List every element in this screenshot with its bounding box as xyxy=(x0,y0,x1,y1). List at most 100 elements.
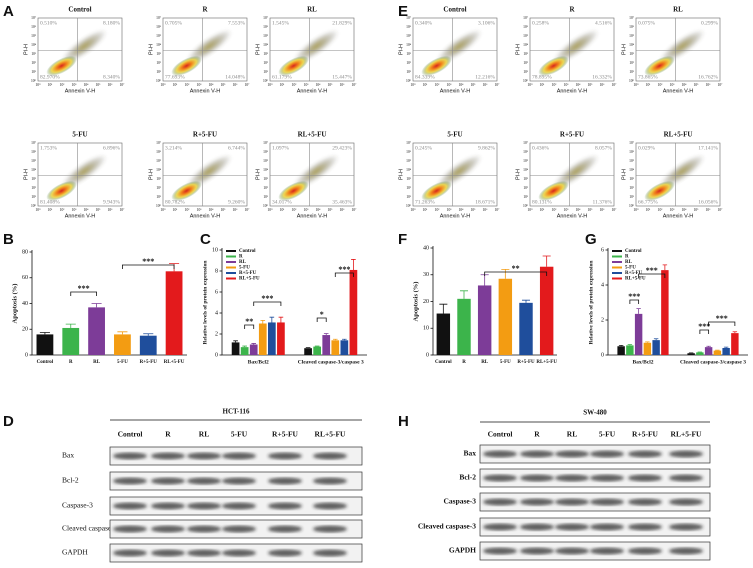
legend-label: Control xyxy=(239,249,256,254)
row-label: Bax xyxy=(463,449,476,458)
bar xyxy=(62,327,80,355)
y-tick-label: 2 xyxy=(215,331,218,337)
band xyxy=(590,474,624,482)
y-tick-label: 0 xyxy=(426,352,429,358)
x-tick-label: 10¹ xyxy=(173,208,178,212)
quadrant-percent: 6.896% xyxy=(103,145,120,151)
quadrant-percent: 18.671% xyxy=(475,199,495,205)
x-tick-label: 10² xyxy=(60,208,65,212)
x-tick-label: Control xyxy=(435,360,452,365)
y-tick-label: 10⁵ xyxy=(263,34,269,38)
band xyxy=(113,477,147,485)
x-tick-label: 10³ xyxy=(670,208,676,212)
x-tick-label: 10⁴ xyxy=(84,208,90,212)
y-tick-label: 10³ xyxy=(31,177,37,181)
quadrant-percent: 9.260% xyxy=(228,199,245,205)
legend-label: RL xyxy=(239,260,247,265)
significance-label: *** xyxy=(338,265,350,274)
error-bar xyxy=(323,333,329,336)
plot-title: R xyxy=(569,6,575,14)
lane-label: 5-FU xyxy=(599,430,616,439)
x-tick-label: 10⁰ xyxy=(633,208,639,212)
legend-label: R xyxy=(625,255,629,260)
error-bar xyxy=(501,269,510,279)
panel-label: C xyxy=(200,231,211,248)
bar xyxy=(652,340,660,355)
y-tick-label: 10⁵ xyxy=(629,159,635,163)
row-label: GAPDH xyxy=(449,546,476,555)
y-tick-label: 10⁵ xyxy=(629,34,635,38)
y-tick-label: 80 xyxy=(22,249,28,255)
bar xyxy=(539,266,554,355)
y-tick-label: 10⁶ xyxy=(629,150,635,154)
bar xyxy=(519,302,533,355)
x-tick-label: 5-FU xyxy=(117,360,128,365)
x-tick-label: R+5-FU xyxy=(140,360,158,365)
y-tick-label: 10⁶ xyxy=(406,25,412,29)
plot-title: RL xyxy=(307,6,317,14)
x-tick-label: 10¹ xyxy=(540,83,545,87)
y-axis-label: PI-H xyxy=(515,44,521,55)
y-tick-label: 10⁰ xyxy=(31,204,37,208)
plot-title: Control xyxy=(68,6,91,14)
x-tick-label: RL+5-FU xyxy=(164,360,185,365)
x-tick-label: 10⁰ xyxy=(267,208,273,212)
y-tick-label: 10⁴ xyxy=(629,168,635,172)
significance-bracket xyxy=(334,272,354,277)
quadrant-percent: 0.705% xyxy=(165,20,182,26)
x-tick-label: 10⁷ xyxy=(495,208,501,212)
y-tick-label: 30 xyxy=(423,272,429,278)
quadrant-percent: 4.516% xyxy=(595,20,612,26)
x-tick-label: 10⁰ xyxy=(35,208,41,212)
x-tick-label: 10⁷ xyxy=(245,83,251,87)
x-tick-label: 10⁵ xyxy=(221,208,227,212)
bar xyxy=(687,353,695,355)
x-tick-label: 10³ xyxy=(564,208,570,212)
x-tick-label: 10³ xyxy=(197,208,203,212)
bar xyxy=(704,347,713,355)
x-tick-label: 10³ xyxy=(447,83,453,87)
y-tick-label: 10¹ xyxy=(629,195,634,199)
x-tick-label: 10⁶ xyxy=(483,208,489,212)
y-tick-label: 4 xyxy=(601,282,604,288)
band xyxy=(628,498,662,506)
bar xyxy=(313,346,322,355)
bar xyxy=(267,322,276,355)
y-tick-label: 10⁴ xyxy=(523,168,529,172)
y-tick-label: 10⁴ xyxy=(156,43,162,47)
y-tick-label: 10⁶ xyxy=(406,150,412,154)
bar xyxy=(88,307,105,355)
quadrant-percent: 21.829% xyxy=(332,20,352,26)
band xyxy=(555,474,589,482)
y-tick-label: 10⁴ xyxy=(263,168,269,172)
x-tick-label: 10¹ xyxy=(423,83,428,87)
y-tick-label: 10⁶ xyxy=(523,25,529,29)
band xyxy=(483,450,517,458)
significance-bracket xyxy=(70,291,97,296)
x-tick-label: 10⁵ xyxy=(588,208,594,212)
quadrant-percent: 80.131% xyxy=(532,199,552,205)
error-bar xyxy=(260,319,266,324)
x-tick-label: 10⁵ xyxy=(471,83,477,87)
y-tick-label: 40 xyxy=(423,245,429,251)
quadrant-percent: 16.332% xyxy=(592,74,612,80)
bar xyxy=(36,334,54,355)
x-tick-label: 10⁶ xyxy=(706,208,712,212)
y-axis-label: Relative levels of protein expression xyxy=(588,261,594,345)
quadrant-percent: 73.865% xyxy=(638,74,658,80)
y-tick-label: 40 xyxy=(22,301,28,307)
band xyxy=(313,502,347,510)
quadrant-percent: 34.017% xyxy=(272,199,292,205)
plot-title: R+5-FU xyxy=(560,131,584,139)
significance-label: *** xyxy=(646,266,658,275)
x-axis-label: Annexin V-H xyxy=(297,88,328,94)
x-tick-label: 10³ xyxy=(304,83,310,87)
event-tail xyxy=(61,29,107,63)
plot-title: Control xyxy=(443,6,466,14)
x-tick-label: R xyxy=(69,360,73,365)
x-tick-label: 10⁷ xyxy=(612,83,618,87)
band xyxy=(313,452,347,460)
y-tick-label: 10⁷ xyxy=(263,16,269,20)
y-tick-label: 10⁴ xyxy=(156,168,162,172)
lane-label: RL xyxy=(199,430,209,439)
